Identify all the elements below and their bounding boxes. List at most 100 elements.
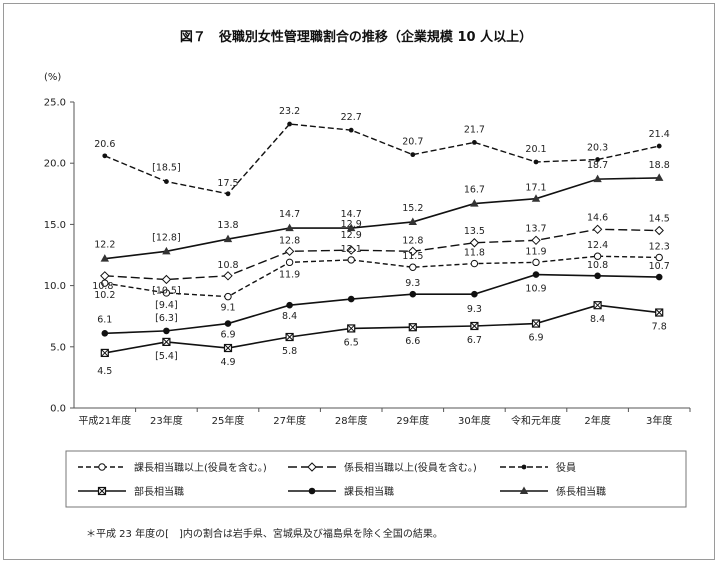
legend-label: 係長相当職 — [556, 485, 606, 498]
data-label: 20.1 — [525, 144, 546, 155]
data-point-marker — [223, 271, 233, 281]
footnote: ＊平成 23 年度の[ ]内の割合は岩手県、宮城県及び福島県を除く全国の結果。 — [86, 527, 443, 540]
x-tick-label: 3年度 — [646, 414, 672, 427]
data-label: 6.6 — [405, 336, 420, 347]
data-label: 13.5 — [464, 226, 485, 237]
data-point-marker — [286, 301, 293, 309]
data-label: 10.8 — [217, 260, 238, 271]
legend-item: 部長相当職 — [78, 485, 184, 498]
legend-label: 課長相当職以上(役員を含む。) — [134, 461, 267, 474]
data-point-marker — [348, 127, 354, 133]
data-label: 12.4 — [587, 240, 608, 251]
legend-label: 役員 — [556, 461, 576, 474]
data-point-marker — [470, 259, 479, 268]
data-point-marker — [470, 199, 479, 207]
data-label: 6.7 — [467, 335, 482, 346]
x-tick-label: 25年度 — [212, 414, 245, 427]
data-point-marker — [100, 271, 110, 281]
data-point-marker — [655, 273, 663, 281]
data-point-marker — [225, 191, 231, 197]
axes: 0.0 5.0 10.0 15.0 20.0 25.0 平成21年度 23年度 25年度 27年度… — [44, 98, 691, 427]
data-point-marker — [97, 486, 107, 496]
data-point-marker — [347, 256, 355, 264]
data-label: 9.1 — [220, 303, 235, 314]
data-point-marker — [223, 234, 233, 243]
data-point-marker — [308, 487, 316, 495]
data-label: 10.9 — [525, 284, 546, 295]
line-chart: 図７ 役職別女性管理職割合の推移（企業規模 10 人以上） (%) 0.0 5.0… — [44, 29, 691, 540]
series — [100, 173, 664, 262]
data-label: 16.7 — [464, 185, 485, 196]
data-point-marker — [284, 246, 295, 257]
series — [101, 252, 663, 301]
data-point-marker — [100, 254, 109, 262]
data-point-marker — [408, 217, 417, 225]
data-label: 12.9 — [341, 219, 362, 230]
data-point-marker — [531, 235, 541, 246]
data-label: 9.3 — [405, 278, 420, 289]
data-label: 10.8 — [587, 260, 608, 271]
chart-frame: 図７ 役職別女性管理職割合の推移（企業規模 10 人以上） (%) 0.0 5.0… — [3, 3, 715, 560]
data-point-marker — [655, 308, 664, 317]
data-point-marker — [408, 323, 417, 332]
data-point-marker — [531, 319, 541, 328]
y-tick-label: 15.0 — [44, 220, 66, 231]
data-point-marker — [593, 301, 602, 310]
data-label: 11.8 — [464, 248, 485, 259]
data-label: 23.2 — [279, 106, 300, 117]
data-label: 12.8 — [279, 235, 300, 246]
data-label: 12.9 — [341, 230, 362, 241]
data-label: [9.4] — [155, 300, 178, 311]
x-tick-label: 29年度 — [396, 414, 429, 427]
data-point-marker — [593, 252, 602, 260]
data-point-marker — [285, 223, 294, 232]
data-point-marker — [163, 327, 170, 335]
series — [102, 121, 662, 197]
data-label: 14.6 — [587, 212, 608, 223]
data-point-marker — [471, 290, 478, 298]
data-point-marker — [655, 173, 664, 181]
data-point-marker — [532, 258, 540, 267]
y-tick-label: 10.0 — [44, 281, 66, 292]
data-label: 11.5 — [402, 251, 423, 262]
data-point-marker — [223, 343, 233, 353]
data-point-marker — [164, 179, 169, 184]
data-label: 6.9 — [220, 330, 235, 341]
data-point-marker — [101, 330, 109, 337]
data-label: 11.9 — [525, 246, 546, 257]
data-label: [18.5] — [152, 163, 181, 174]
data-point-marker — [409, 290, 417, 298]
data-label: 5.8 — [282, 346, 297, 357]
legend-label: 課長相当職 — [344, 485, 394, 498]
data-point-marker — [161, 274, 172, 285]
data-label: 21.4 — [649, 129, 670, 140]
data-labels: 10.2 [9.4] 9.1 11.9 12.1 11.5 11.8 11.9 12.4 12.3… — [92, 106, 670, 377]
legend-item: 課長相当職以上(役員を含む。) — [78, 461, 267, 474]
x-tick-label: 28年度 — [335, 414, 368, 427]
data-label: 10.8 — [92, 281, 113, 292]
data-label: 11.9 — [279, 269, 300, 280]
data-point-marker — [287, 121, 292, 127]
data-point-marker — [533, 159, 539, 165]
data-label: 13.8 — [217, 220, 238, 231]
legend-item: 役員 — [500, 461, 576, 474]
y-tick-label: 20.0 — [44, 159, 66, 170]
data-point-marker — [98, 463, 106, 471]
series-line — [104, 123, 660, 195]
legend-label: 部長相当職 — [134, 485, 184, 498]
data-label: 12.8 — [402, 235, 423, 246]
data-point-marker — [162, 289, 171, 297]
x-tick-label: 27年度 — [273, 414, 306, 427]
series — [100, 224, 664, 285]
series-line — [104, 304, 660, 354]
data-label: 8.4 — [590, 314, 605, 325]
y-axis-unit: (%) — [44, 72, 61, 83]
y-tick-label: 0.0 — [50, 404, 66, 415]
data-label: 8.4 — [282, 311, 297, 322]
data-point-marker — [470, 321, 479, 331]
data-point-marker — [224, 292, 232, 301]
series-line — [104, 177, 660, 260]
data-label: 17.1 — [525, 183, 546, 194]
data-point-marker — [102, 153, 108, 159]
